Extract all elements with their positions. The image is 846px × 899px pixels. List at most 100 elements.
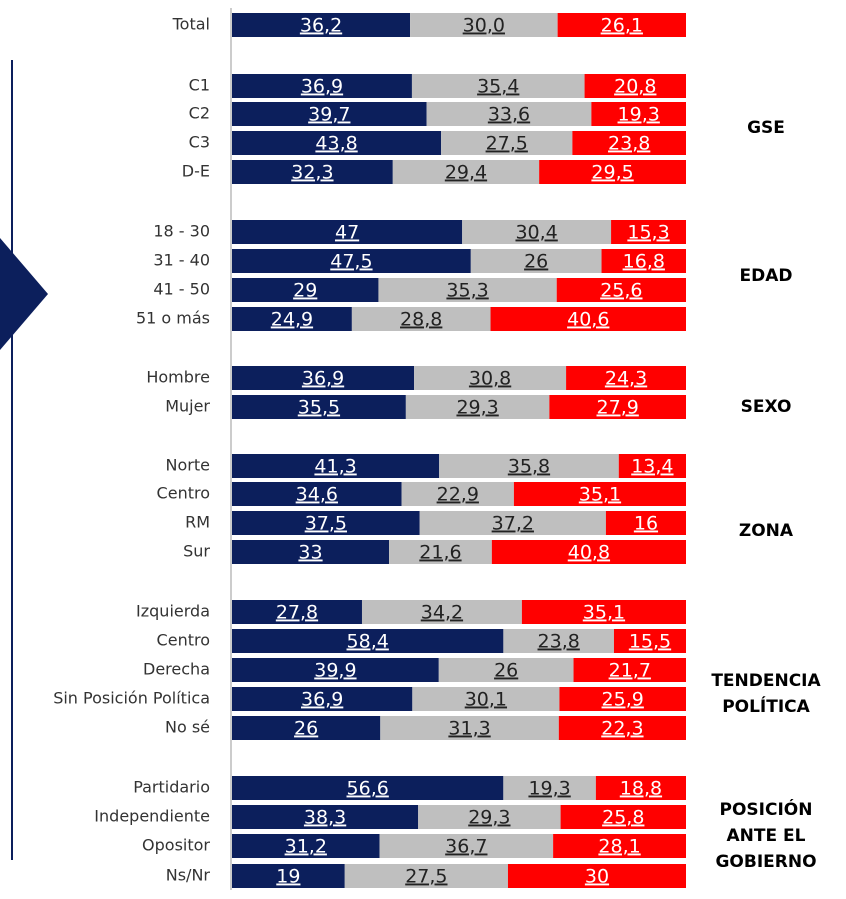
value-label: 47,5 [330,251,372,273]
bar-segment [232,395,406,419]
value-label: 34,2 [421,602,463,624]
value-label: 23,8 [538,631,580,653]
group-label: ANTE EL [727,826,806,846]
value-label: 29,3 [468,807,510,829]
category-label: Izquierda [136,602,210,621]
bar-segment [572,131,686,155]
value-label: 15,5 [629,631,671,653]
bar-segment [232,776,504,800]
value-label: 30,8 [469,368,511,390]
bar-segment [379,834,554,858]
value-label: 47 [335,222,359,244]
category-label: Total [172,15,210,34]
value-label: 37,2 [492,513,534,535]
bar-segment [380,716,559,740]
value-label: 35,1 [583,602,625,624]
bar-segment [558,716,686,740]
bar-segment [491,540,686,564]
bar-segment [503,776,596,800]
value-label: 23,8 [608,133,650,155]
group-label: POSICIÓN [720,798,813,820]
bar-segment [470,249,602,273]
bar-segment [560,805,686,829]
bar-segment [605,511,686,535]
group-label: POLÍTICA [722,695,810,717]
category-label: Mujer [165,397,210,416]
value-label: 27,5 [486,133,528,155]
category-label: Centro [157,631,210,650]
bar-segment [414,366,567,390]
bar-segment [232,540,390,564]
value-label: 56,6 [347,778,389,800]
bar-segment [361,600,522,624]
bar-segment [232,454,440,478]
bar-segment [232,834,380,858]
value-label: 26,1 [601,15,643,37]
value-label: 39,9 [314,660,356,682]
value-label: 16,8 [623,251,665,273]
bar-segment [232,102,427,126]
bar-segment [418,805,561,829]
bar-segment [232,131,442,155]
category-label: 18 - 30 [153,222,210,241]
value-label: 28,8 [400,309,442,331]
value-label: 41,3 [314,456,356,478]
bar-segment [232,13,411,37]
value-label: 28,1 [598,836,640,858]
category-label: Ns/Nr [166,866,211,885]
bar-segment [351,307,491,331]
bar-segment [419,511,606,535]
value-label: 29,3 [456,397,498,419]
value-label: 26 [294,718,318,740]
value-label: 26 [524,251,548,273]
bar-segment [232,658,439,682]
category-label: Centro [157,484,210,503]
value-label: 19,3 [618,104,660,126]
bar-segment [232,366,415,390]
value-label: 40,6 [567,309,609,331]
bar-segment [232,629,504,653]
bar-segment [405,395,550,419]
category-label: Partidario [133,778,210,797]
bar-segment [591,102,686,126]
bar-segment [232,511,420,535]
bar-segment [232,482,402,506]
value-label: 24,3 [605,368,647,390]
category-label: Opositor [142,836,210,855]
value-label: 38,3 [304,807,346,829]
category-label: Derecha [143,660,210,679]
bar-segment [392,160,540,184]
category-label: 51 o más [136,309,210,328]
bar-segment [426,102,592,126]
category-label: 31 - 40 [153,251,210,270]
bar-segment [573,658,686,682]
value-label: 13,4 [631,456,673,478]
value-label: 33 [298,542,322,564]
bar-segment [232,716,381,740]
category-label: 41 - 50 [153,280,210,299]
value-label: 40,8 [568,542,610,564]
category-label: D-E [182,162,210,181]
value-label: 31,2 [285,836,327,858]
value-label: 25,9 [602,689,644,711]
bar-segment [439,454,619,478]
bar-segment [462,220,612,244]
category-label: Hombre [146,368,210,387]
value-label: 18,8 [620,778,662,800]
value-label: 34,6 [296,484,338,506]
bar-segment [549,395,686,419]
category-label: Norte [166,456,210,475]
category-label: C1 [189,76,210,95]
value-label: 25,8 [602,807,644,829]
bar-segment [559,687,686,711]
bar-segment [595,776,686,800]
value-label: 27,5 [405,866,447,888]
bar-segment [613,629,686,653]
decor-arrow [0,238,48,350]
value-label: 36,9 [301,689,343,711]
bar-segment [232,278,379,302]
value-label: 35,4 [477,76,519,98]
bar-segment [344,864,508,888]
group-label: GSE [747,118,785,138]
value-label: 22,9 [437,484,479,506]
